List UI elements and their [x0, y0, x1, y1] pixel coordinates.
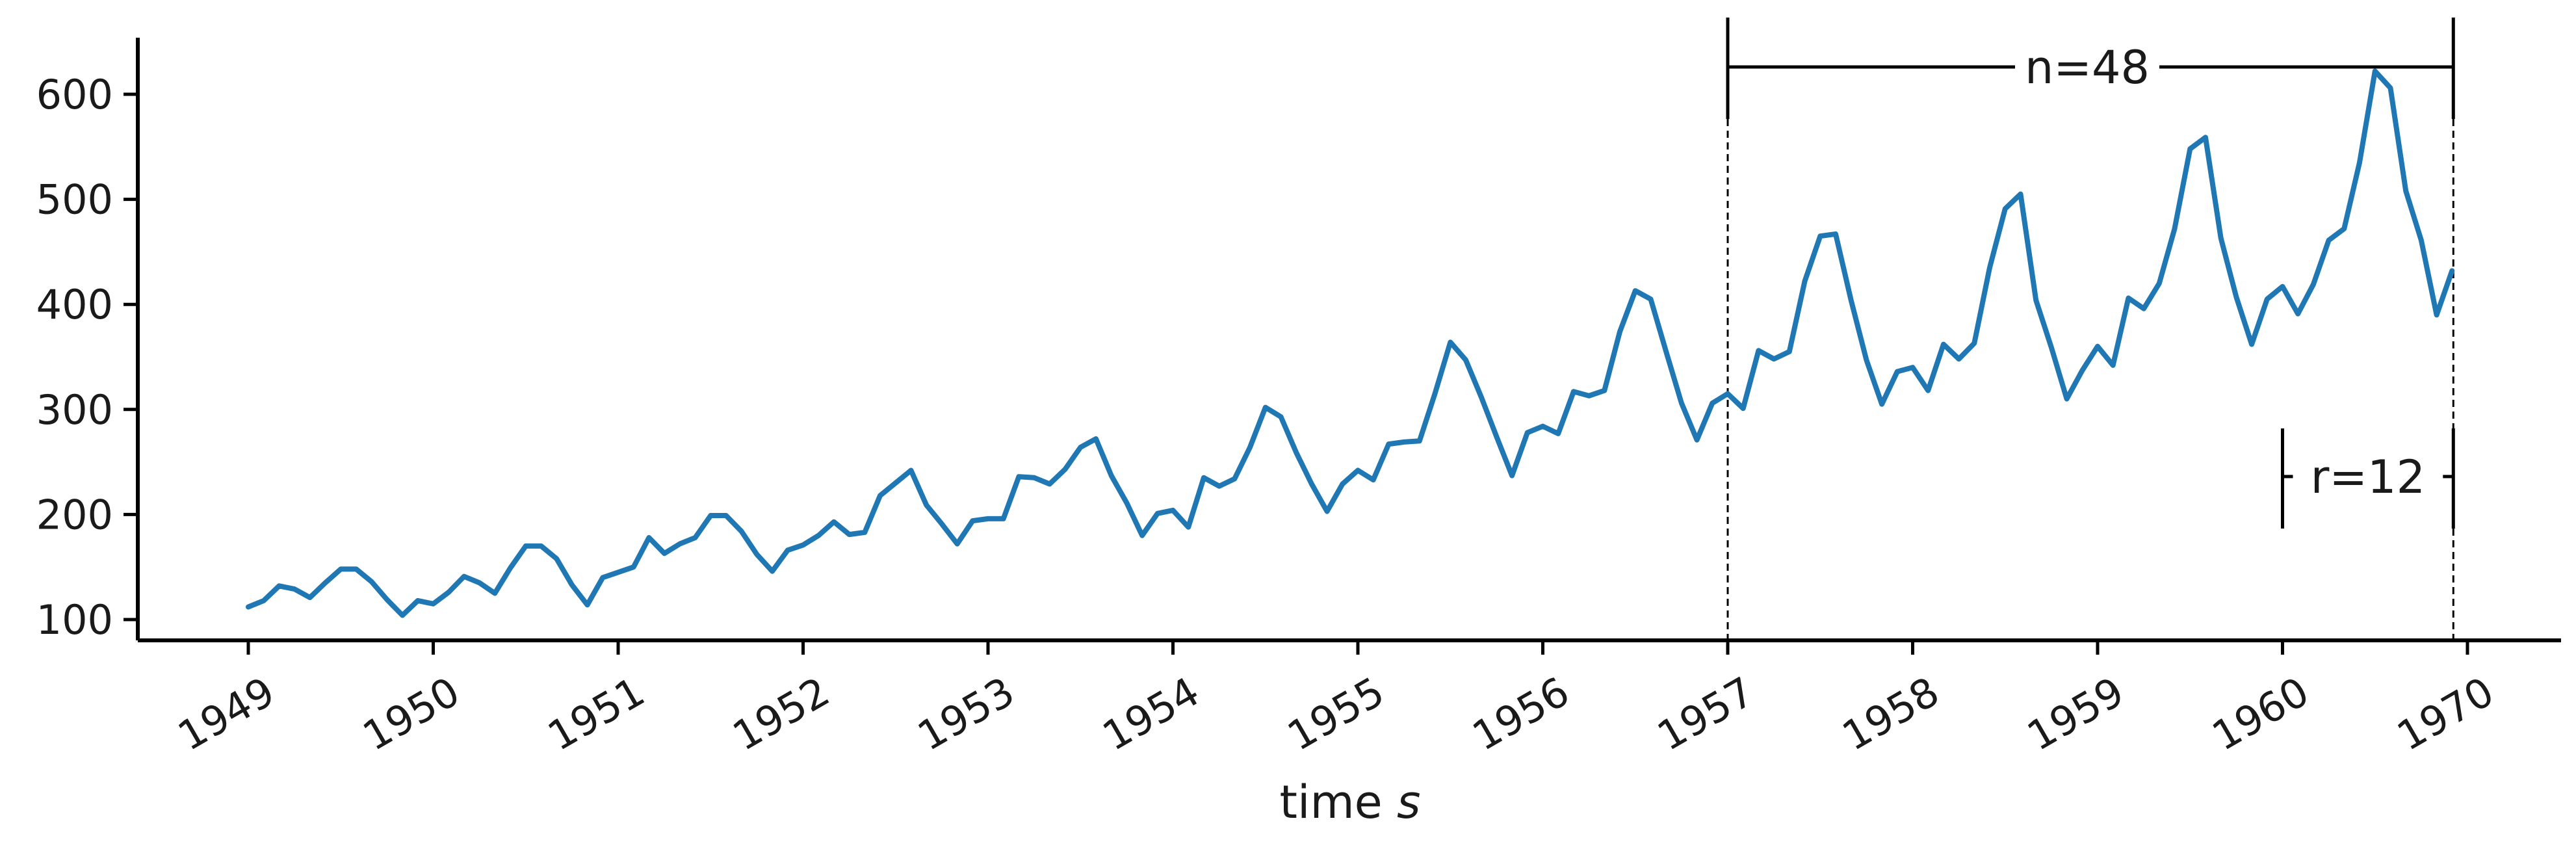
- y-tick-label: 200: [36, 491, 113, 538]
- y-tick-label: 100: [36, 596, 113, 644]
- y-tick-label: 300: [36, 386, 113, 434]
- x-tick-label: 1950: [355, 668, 467, 760]
- y-tick-label: 500: [36, 176, 113, 224]
- x-tick-label: 1958: [1834, 668, 1947, 760]
- x-tick-label: 1955: [1280, 668, 1392, 760]
- series-layer: [246, 68, 2455, 618]
- x-tick-label: 1951: [540, 668, 653, 760]
- r-label: r=12: [2311, 451, 2426, 504]
- x-tick-label: 1952: [725, 668, 837, 760]
- y-tick-label: 400: [36, 281, 113, 328]
- x-tick-label: 1949: [170, 668, 283, 760]
- x-tick-label: 1970: [2389, 668, 2502, 760]
- x-tick-label: 1959: [2020, 668, 2132, 760]
- x-tick-label: 1956: [1464, 668, 1577, 760]
- series-line-0: [246, 68, 2455, 618]
- x-tick-label: 1953: [910, 668, 1022, 760]
- x-tick-label: 1954: [1095, 668, 1207, 760]
- axes: 100 200 300 400 500 600 1949 1950 1951 1952 1953 19…: [36, 38, 2561, 760]
- x-axis-title: time s: [1280, 776, 1421, 829]
- annotations: n=48 r=12: [1726, 18, 2455, 640]
- y-tick-label: 600: [36, 71, 113, 118]
- n-label: n=48: [2025, 41, 2150, 94]
- x-tick-label: 1957: [1650, 668, 1762, 760]
- x-tick-label: 1960: [2204, 668, 2317, 760]
